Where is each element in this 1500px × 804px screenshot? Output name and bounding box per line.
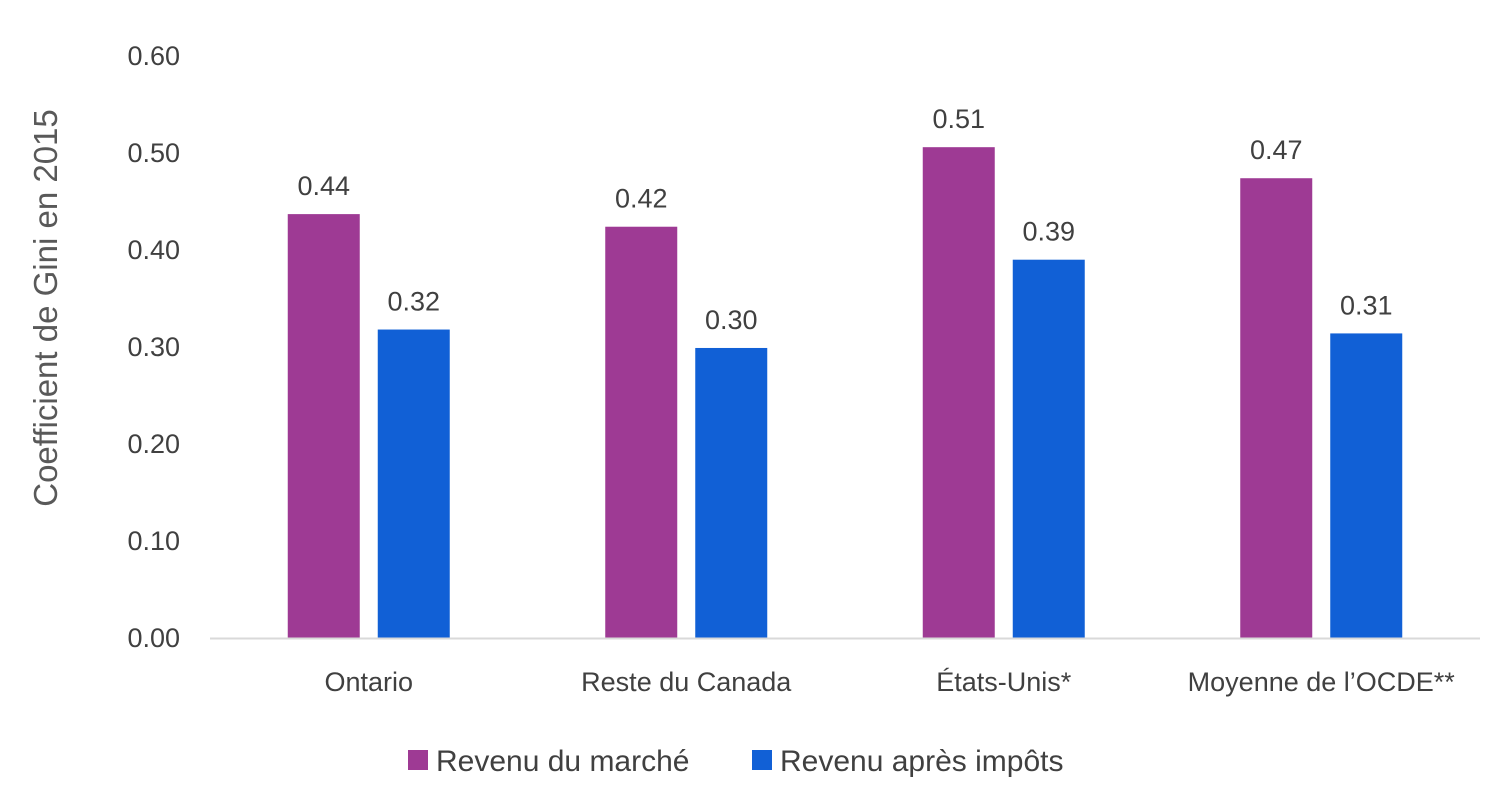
legend: Revenu du marché Revenu après impôts [408, 745, 1063, 778]
y-axis-title: Coefficient de Gini en 2015 [27, 109, 64, 507]
y-tick-label: 0.60 [127, 41, 180, 71]
legend-item: Revenu du marché [408, 745, 689, 778]
legend-swatch [752, 750, 772, 770]
bar-after-tax [1330, 333, 1403, 638]
bar-market [287, 214, 360, 639]
bar-value-label: 0.32 [387, 287, 440, 317]
y-tick-label: 0.30 [127, 332, 180, 362]
bar-value-label: 0.51 [932, 104, 985, 134]
y-tick-label: 0.20 [127, 429, 180, 459]
legend-label: Revenu du marché [436, 745, 689, 778]
bar-value-label: 0.39 [1022, 217, 1075, 247]
x-category-label: Reste du Canada [581, 667, 792, 697]
bar-value-label: 0.31 [1340, 290, 1393, 320]
y-axis-ticks: 0.00 0.10 0.20 0.30 0.40 0.50 0.60 [127, 41, 180, 653]
x-category-label: États-Unis* [936, 667, 1072, 697]
bar-market [605, 226, 678, 638]
x-category-label: Ontario [324, 667, 413, 697]
legend-swatch [408, 750, 428, 770]
x-category-label: Moyenne de l’OCDE** [1188, 667, 1456, 697]
bar-value-label: 0.44 [297, 171, 350, 201]
bar-value-label: 0.47 [1250, 135, 1303, 165]
bars [287, 147, 1403, 639]
bar-after-tax [695, 347, 768, 638]
bar-after-tax [1012, 259, 1085, 638]
bar-value-label: 0.30 [705, 305, 758, 335]
legend-label: Revenu après impôts [780, 745, 1063, 778]
y-tick-label: 0.00 [127, 623, 180, 653]
value-labels: 0.44 0.32 0.42 0.30 0.51 0.39 0.47 0.31 [297, 104, 1392, 335]
y-tick-label: 0.10 [127, 526, 180, 556]
legend-item: Revenu après impôts [752, 745, 1063, 778]
bar-market [1240, 178, 1313, 638]
x-axis-category-labels: Ontario Reste du Canada États-Unis* Moyenne… [324, 667, 1455, 697]
y-tick-label: 0.40 [127, 235, 180, 265]
bar-after-tax [377, 329, 450, 638]
bar-market [922, 147, 995, 638]
y-tick-label: 0.50 [127, 138, 180, 168]
bar-value-label: 0.42 [615, 184, 668, 214]
